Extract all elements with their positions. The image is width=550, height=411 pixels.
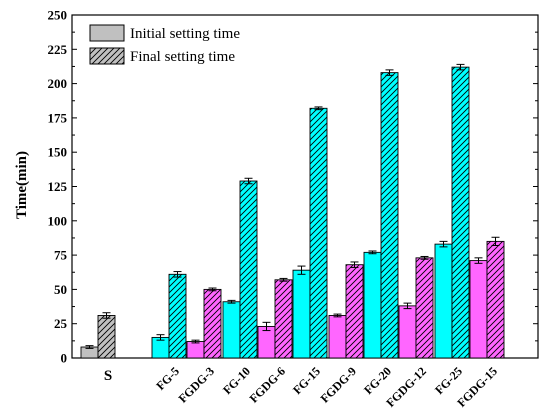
y-tick-label: 0	[61, 351, 68, 366]
bar-initial	[222, 301, 241, 359]
category-label: FGDG-6	[247, 364, 288, 405]
category-label: FG-20	[361, 364, 394, 397]
y-tick-label: 75	[54, 248, 68, 263]
y-tick-label: 250	[48, 8, 68, 23]
bar-final	[380, 72, 399, 359]
y-axis: 0 25 50 75 100 125 150 175 200 225 250	[48, 8, 538, 366]
bar-initial	[434, 243, 453, 359]
bar-final	[486, 240, 505, 359]
bar-final	[415, 257, 434, 359]
bar-final	[345, 264, 364, 359]
category-label: FGDG-9	[318, 364, 359, 405]
y-axis-title: Time(min)	[14, 151, 30, 219]
bar-initial	[398, 305, 417, 359]
y-tick-label: 100	[48, 213, 68, 228]
y-tick-label: 200	[48, 76, 68, 91]
bars-layer	[80, 63, 505, 359]
y-tick-label: 150	[48, 145, 68, 160]
bar-initial	[363, 251, 382, 359]
bar-initial	[257, 325, 276, 359]
bar-final	[168, 273, 187, 359]
category-label: FG-15	[290, 364, 323, 397]
category-label: FGDG-3	[176, 364, 217, 405]
bar-final	[309, 107, 328, 359]
category-label: FG-5	[153, 364, 182, 393]
category-label: S	[104, 368, 112, 384]
bar-final	[239, 180, 258, 359]
legend: Initial setting time Final setting time	[89, 24, 240, 65]
legend-label-initial: Initial setting time	[130, 26, 240, 42]
y-tick-label: 225	[48, 42, 68, 57]
bar-initial	[292, 269, 311, 359]
y-tick-label: 125	[48, 179, 68, 194]
legend-swatch-final	[89, 47, 125, 65]
legend-label-final: Final setting time	[130, 49, 235, 65]
bar-final	[97, 315, 116, 359]
legend-swatch-initial	[89, 24, 125, 42]
category-label: FG-25	[432, 364, 465, 397]
bar-final	[203, 288, 222, 359]
y-tick-label: 175	[48, 110, 68, 125]
bar-initial	[328, 315, 347, 359]
bar-final	[274, 279, 293, 359]
y-tick-label: 50	[54, 282, 67, 297]
y-tick-label: 25	[54, 316, 68, 331]
bar-initial	[469, 260, 488, 359]
category-label: FG-10	[220, 364, 253, 397]
bar-initial	[186, 341, 205, 359]
bar-final	[451, 66, 470, 359]
